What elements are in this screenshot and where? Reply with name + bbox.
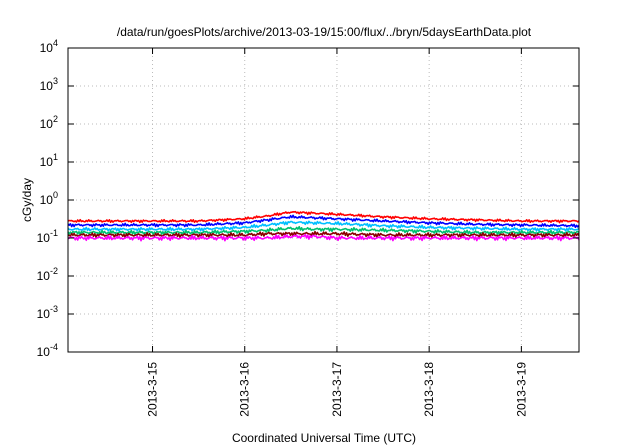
y-tick-label: 10-4 bbox=[37, 342, 58, 359]
series-line bbox=[67, 220, 580, 232]
series-line bbox=[67, 225, 580, 236]
y-tick-label: 104 bbox=[40, 38, 58, 55]
y-tick-label: 101 bbox=[40, 152, 58, 169]
chart-title: /data/run/goesPlots/archive/2013-03-19/1… bbox=[117, 25, 532, 39]
y-tick-label: 100 bbox=[40, 190, 58, 207]
x-axis: 2013-3-15 2013-3-16 2013-3-17 2013-3-18 2013… bbox=[146, 48, 528, 417]
series-line bbox=[67, 210, 580, 224]
y-tick-label: 10-3 bbox=[37, 304, 58, 321]
y-axis-label: cGy/day bbox=[20, 178, 34, 222]
x-axis-label: Coordinated Universal Time (UTC) bbox=[232, 431, 416, 445]
series-line bbox=[67, 214, 580, 229]
y-axis: 104 103 102 101 100 10-1 10-2 10-3 10-4 bbox=[37, 38, 579, 359]
series-line bbox=[67, 233, 580, 242]
grid bbox=[68, 48, 579, 352]
x-tick-label: 2013-3-16 bbox=[238, 362, 252, 417]
x-tick-label: 2013-3-18 bbox=[422, 362, 436, 417]
y-tick-label: 103 bbox=[40, 76, 58, 93]
x-tick-label: 2013-3-15 bbox=[146, 362, 160, 417]
plot-area bbox=[68, 48, 579, 352]
y-tick-label: 102 bbox=[40, 114, 58, 131]
x-tick-label: 2013-3-19 bbox=[514, 362, 528, 417]
x-tick-label: 2013-3-17 bbox=[330, 362, 344, 417]
series-line bbox=[67, 230, 580, 239]
y-tick-label: 10-1 bbox=[37, 228, 58, 245]
series-layer bbox=[67, 210, 580, 242]
y-tick-label: 10-2 bbox=[37, 266, 58, 283]
